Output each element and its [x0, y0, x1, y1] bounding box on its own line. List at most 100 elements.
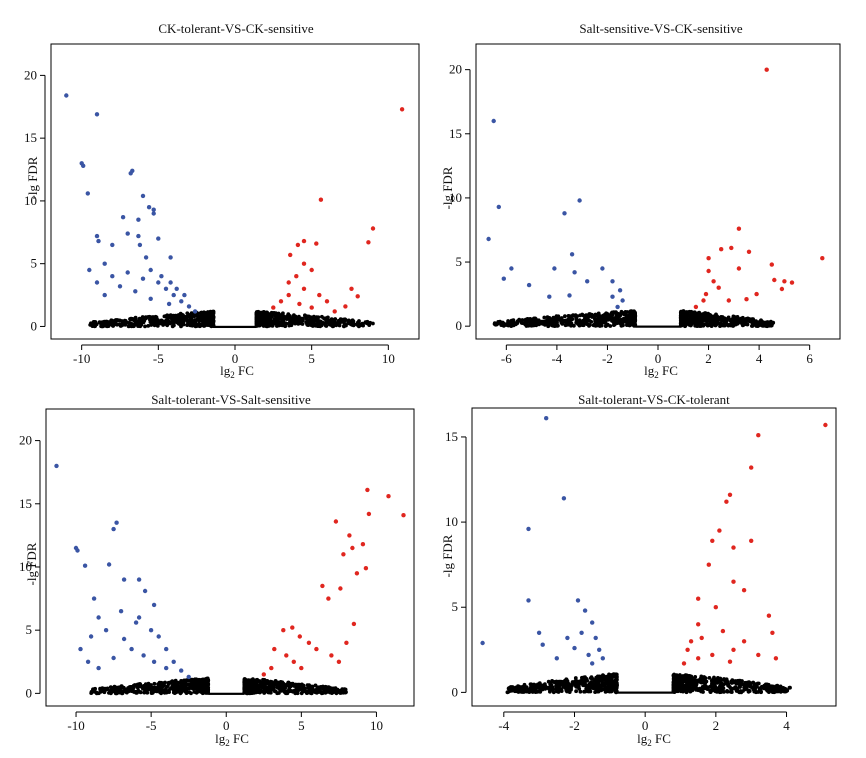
ns-point — [289, 682, 294, 686]
ns-point — [582, 682, 586, 687]
ns-point — [700, 677, 705, 681]
x-tick-label: 0 — [223, 718, 230, 733]
y-tick-label: 5 — [452, 599, 459, 614]
ns-point — [730, 318, 734, 322]
up-point — [291, 659, 296, 664]
down-point — [186, 304, 192, 309]
ns-point — [173, 688, 178, 693]
ns-point — [572, 323, 576, 328]
ns-point — [709, 322, 714, 327]
down-point — [96, 238, 101, 244]
y-tick-label: 5 — [31, 256, 38, 271]
up-point — [399, 107, 405, 112]
ns-point — [588, 312, 592, 316]
down-point — [610, 294, 615, 299]
up-point — [332, 309, 337, 314]
ns-point — [738, 684, 742, 689]
up-point — [782, 279, 787, 284]
ns-point — [165, 323, 170, 328]
ns-baseline — [213, 325, 257, 329]
down-point — [561, 496, 567, 501]
ns-point — [296, 322, 301, 326]
ns-point — [314, 317, 319, 322]
ns-point — [171, 320, 176, 325]
ns-point — [609, 681, 613, 686]
ns-point — [573, 676, 578, 680]
ns-point — [519, 685, 524, 690]
ns-point — [152, 321, 156, 325]
ns-point — [506, 321, 510, 325]
up-point — [756, 652, 761, 658]
ns-point — [243, 682, 248, 687]
ns-point — [535, 689, 540, 694]
down-point — [569, 252, 575, 257]
ns-point — [280, 317, 284, 322]
ns-point — [679, 309, 683, 314]
ns-point — [299, 691, 304, 696]
ns-point — [558, 318, 563, 323]
ns-point — [623, 318, 628, 322]
ns-point — [120, 691, 125, 696]
ns-point — [316, 686, 321, 691]
ns-point — [780, 688, 785, 693]
ns-point — [492, 322, 497, 326]
ns-point — [211, 318, 216, 323]
ns-point — [728, 686, 733, 691]
volcano-plot-salt-tolerant-vs-salt-sensitive: Salt-tolerant-VS-Salt-sensitive lg2 FC -… — [19, 392, 415, 748]
ns-point — [564, 679, 568, 683]
ns-point — [750, 320, 755, 325]
x-tick-label: 2 — [705, 351, 712, 366]
up-point — [688, 639, 694, 644]
ns-point — [134, 689, 138, 694]
up-point — [370, 226, 376, 231]
ns-point — [133, 322, 138, 327]
ns-point — [255, 689, 260, 693]
down-point — [585, 279, 590, 284]
ns-point — [145, 690, 150, 695]
up-point — [711, 279, 716, 284]
ns-point — [198, 687, 203, 692]
down-point — [94, 112, 100, 117]
up-point — [706, 268, 711, 274]
down-point — [156, 236, 161, 241]
ns-point — [596, 320, 600, 325]
ns-point — [140, 316, 144, 321]
ns-point — [254, 319, 259, 323]
down-point — [117, 284, 123, 289]
ns-point — [261, 324, 266, 328]
ns-point — [176, 688, 181, 693]
up-point — [338, 586, 343, 591]
ns-point — [599, 323, 604, 328]
ns-point — [753, 684, 758, 689]
down-point — [103, 628, 109, 633]
down-point — [486, 236, 491, 242]
x-tick-label: 5 — [308, 351, 315, 366]
ns-point — [741, 689, 745, 693]
ns-point — [521, 321, 525, 325]
ns-point — [683, 683, 688, 688]
up-point — [749, 465, 754, 470]
up-point — [347, 533, 352, 538]
ns-point — [308, 684, 313, 689]
ns-point — [546, 686, 551, 690]
x-tick-label: -5 — [153, 351, 164, 366]
up-point — [269, 665, 274, 671]
up-point — [344, 640, 349, 645]
ns-point — [273, 679, 278, 684]
ns-point — [132, 685, 136, 690]
ns-point — [264, 685, 269, 690]
up-point — [726, 298, 731, 303]
ns-point — [690, 686, 695, 691]
ns-point — [717, 317, 722, 322]
ns-point — [203, 685, 208, 690]
ns-point — [246, 683, 251, 688]
ns-point — [179, 315, 184, 320]
ns-point — [582, 321, 587, 326]
ns-point — [595, 689, 600, 694]
ns-point — [583, 676, 587, 681]
down-point — [148, 628, 154, 633]
ns-point — [680, 317, 685, 322]
down-point — [617, 288, 623, 293]
plot-frame — [45, 408, 415, 707]
x-tick-label: 2 — [713, 718, 720, 733]
